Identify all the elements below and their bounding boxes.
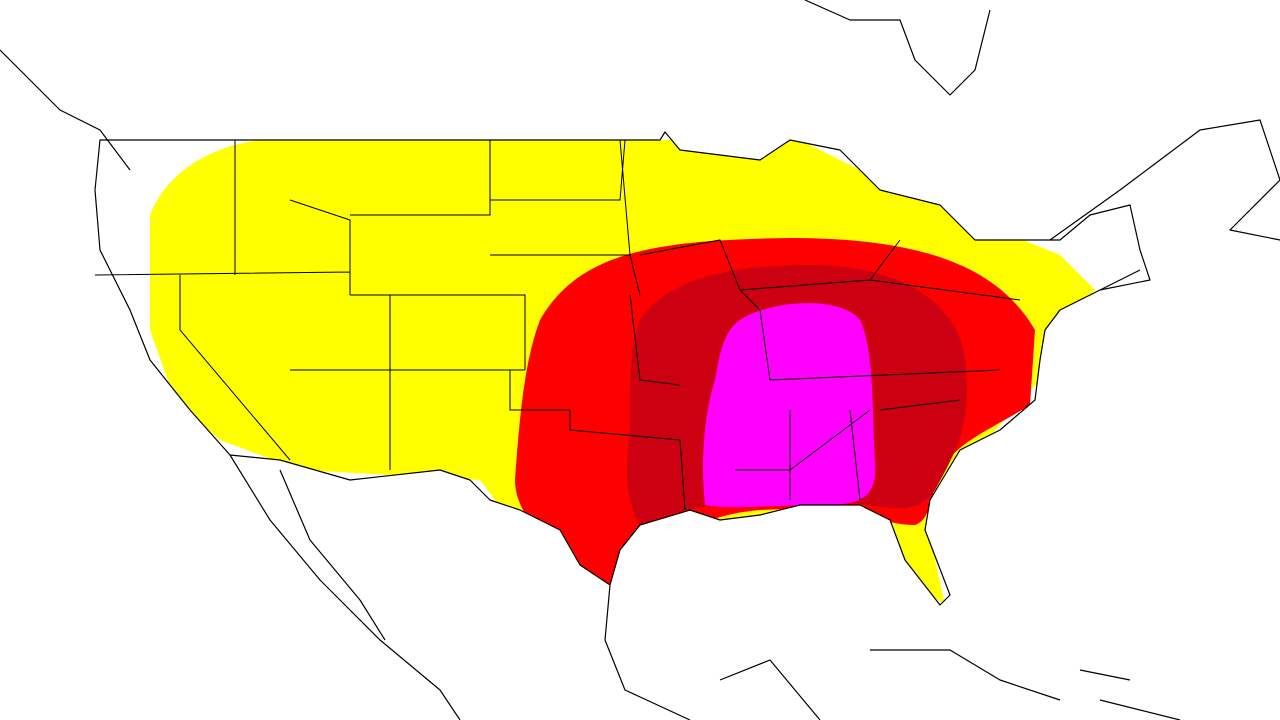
moderate-area (703, 303, 876, 508)
state-lines (94, 139, 1021, 511)
us-outline (94, 131, 1151, 606)
